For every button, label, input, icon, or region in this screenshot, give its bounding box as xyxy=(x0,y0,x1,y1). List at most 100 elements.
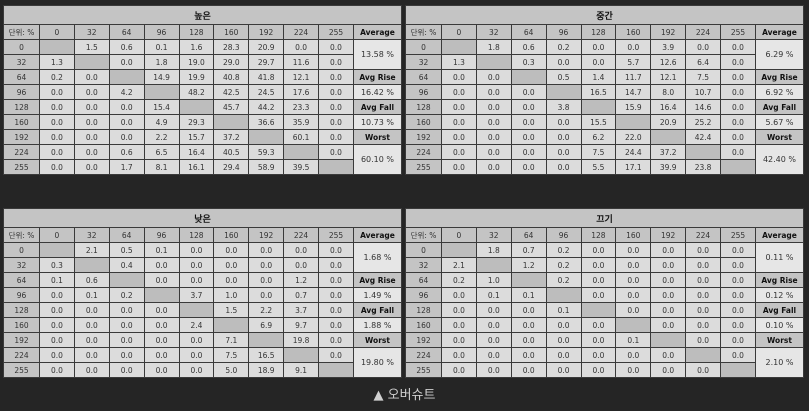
data-cell: 0.0 xyxy=(580,332,617,348)
data-cell: 1.8 xyxy=(143,54,180,70)
diagonal-cell xyxy=(318,159,354,175)
data-cell: 29.3 xyxy=(178,114,215,130)
header-row: 단위: % 0 32 64 96 128 160 192 224 255 Average xyxy=(3,227,403,243)
data-cell: 0.0 xyxy=(441,362,477,378)
data-cell: 0.0 xyxy=(73,159,110,175)
data-cell: 0.0 xyxy=(545,347,582,363)
data-cell: 0.0 xyxy=(650,362,687,378)
diagonal-cell xyxy=(143,84,180,100)
data-cell: 3.8 xyxy=(545,99,582,115)
panel-low: 낮은 단위: % 0 32 64 96 128 160 192 224 255 Average 0 2.1… xyxy=(3,208,403,378)
data-cell: 0.0 xyxy=(685,257,721,273)
data-cell: 0.5 xyxy=(108,242,145,258)
data-cell: 9.1 xyxy=(283,362,319,378)
data-cell: 0.0 xyxy=(108,302,145,318)
header-row: 단위: % 0 32 64 96 128 160 192 224 255 Average xyxy=(3,24,403,40)
data-cell: 0.0 xyxy=(475,99,512,115)
data-cell: 0.0 xyxy=(510,332,547,348)
diagonal-cell xyxy=(248,332,285,348)
diagonal-cell xyxy=(545,287,582,303)
diagonal-cell xyxy=(720,362,756,378)
stat-value-average: 1.68 % xyxy=(352,242,403,273)
table-row: 255 0.0 0.0 1.7 8.1 16.1 29.4 58.9 39.5 xyxy=(3,159,402,175)
table-row: 64 0.0 0.0 0.5 1.4 11.7 12.1 7.5 0.0 Avg Rise xyxy=(405,69,805,85)
data-cell: 2.1 xyxy=(441,257,477,273)
row-header: 96 xyxy=(405,84,442,100)
stat-value-average: 0.11 % xyxy=(754,242,805,273)
row-header: 128 xyxy=(3,99,40,115)
row-header: 224 xyxy=(3,347,40,363)
diagonal-cell xyxy=(615,317,652,333)
data-cell: 0.0 xyxy=(475,159,512,175)
data-cell: 0.0 xyxy=(510,144,547,160)
data-cell: 0.5 xyxy=(545,69,582,85)
data-cell: 14.9 xyxy=(143,69,180,85)
data-cell: 0.6 xyxy=(108,39,145,55)
data-cell: 0.0 xyxy=(441,69,477,85)
data-cell: 0.0 xyxy=(39,287,75,303)
stat-value-avg-fall: 0.10 % xyxy=(754,317,805,333)
diagonal-cell xyxy=(510,272,547,288)
stat-value-worst: 60.10 % xyxy=(352,144,403,175)
data-cell: 5.5 xyxy=(580,159,617,175)
stat-label-average: Average xyxy=(352,227,403,243)
column-header: 64 xyxy=(510,24,547,40)
caption: ▲ 오버슈트 xyxy=(0,384,809,403)
data-cell: 0.0 xyxy=(73,84,110,100)
data-cell: 0.0 xyxy=(318,84,354,100)
data-cell: 3.7 xyxy=(283,302,319,318)
data-cell: 0.1 xyxy=(475,287,512,303)
data-cell: 0.2 xyxy=(545,242,582,258)
panel-medium: 중간 단위: % 0 32 64 96 128 160 192 224 255 Average 0 1.8… xyxy=(405,5,805,175)
column-header: 224 xyxy=(283,227,319,243)
row-header: 128 xyxy=(3,302,40,318)
data-cell: 0.0 xyxy=(318,54,354,70)
data-cell: 0.0 xyxy=(650,317,687,333)
table-row: 255 0.0 0.0 0.0 0.0 5.5 17.1 39.9 23.8 xyxy=(405,159,804,175)
data-cell: 6.4 xyxy=(685,54,721,70)
data-cell: 0.0 xyxy=(318,69,354,85)
row-header: 160 xyxy=(3,114,40,130)
data-cell: 0.0 xyxy=(475,144,512,160)
data-cell: 1.8 xyxy=(475,39,512,55)
data-cell: 0.0 xyxy=(720,99,756,115)
data-cell: 0.0 xyxy=(650,257,687,273)
data-cell: 1.0 xyxy=(475,272,512,288)
column-header: 160 xyxy=(213,24,250,40)
data-cell: 0.0 xyxy=(441,332,477,348)
stat-value-avg-rise: 1.49 % xyxy=(352,287,403,303)
data-cell: 2.4 xyxy=(178,317,215,333)
data-cell: 2.2 xyxy=(248,302,285,318)
row-header: 224 xyxy=(405,347,442,363)
data-cell: 0.1 xyxy=(39,272,75,288)
data-cell: 0.0 xyxy=(615,272,652,288)
data-cell: 0.0 xyxy=(615,242,652,258)
data-cell: 7.1 xyxy=(213,332,250,348)
data-cell: 0.6 xyxy=(108,144,145,160)
stat-value-avg-fall: 10.73 % xyxy=(352,114,403,130)
data-cell: 0.0 xyxy=(441,287,477,303)
data-cell: 0.0 xyxy=(318,114,354,130)
data-cell: 2.1 xyxy=(73,242,110,258)
data-cell: 0.0 xyxy=(510,129,547,145)
stat-label-avg-rise: Avg Rise xyxy=(352,272,403,288)
data-cell: 0.1 xyxy=(143,39,180,55)
data-cell: 0.0 xyxy=(510,99,547,115)
data-cell: 0.0 xyxy=(685,317,721,333)
diagonal-cell xyxy=(685,144,721,160)
data-cell: 23.8 xyxy=(685,159,721,175)
row-header: 255 xyxy=(3,362,40,378)
data-cell: 0.0 xyxy=(73,99,110,115)
unit-label: 단위: % xyxy=(3,227,40,243)
data-cell: 0.0 xyxy=(143,257,180,273)
data-cell: 1.2 xyxy=(510,257,547,273)
row-header: 192 xyxy=(3,332,40,348)
data-cell: 0.0 xyxy=(178,332,215,348)
data-cell: 0.1 xyxy=(73,287,110,303)
data-cell: 0.2 xyxy=(545,39,582,55)
data-cell: 0.0 xyxy=(615,39,652,55)
stat-value-average: 6.29 % xyxy=(754,39,805,70)
data-cell: 0.0 xyxy=(441,99,477,115)
data-cell: 28.3 xyxy=(213,39,250,55)
data-cell: 1.0 xyxy=(213,287,250,303)
